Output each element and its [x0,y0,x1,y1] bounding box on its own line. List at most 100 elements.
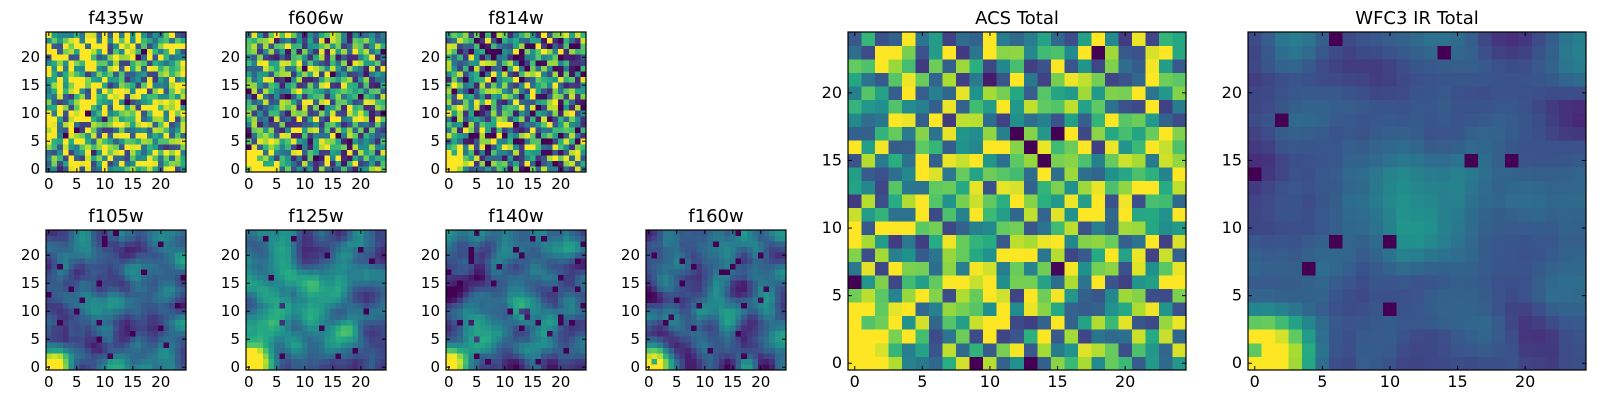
heatmap-cell [146,82,153,89]
heatmap-cell [51,353,58,360]
heatmap-cell [446,132,452,139]
heatmap-cell [341,235,348,242]
heatmap-cell [141,82,148,89]
heatmap-cell [246,342,252,348]
heatmap-cell [707,269,714,276]
heatmap-cell [363,155,370,162]
heatmap-cell [62,43,69,50]
heatmap-cell [574,347,581,354]
heatmap-cell [657,342,664,348]
heatmap-cell [251,314,258,320]
heatmap-cell [530,88,536,94]
heatmap-cell [746,302,753,309]
heatmap-cell [324,32,331,38]
heatmap-cell [268,297,275,304]
heatmap-cell [107,121,114,128]
heatmap-cell [668,280,675,287]
heatmap-cell [369,258,376,264]
heatmap-cell [363,353,370,360]
heatmap-cell [490,330,497,337]
heatmap-cell [90,65,97,72]
heatmap-cell [313,246,320,253]
heatmap-cell [307,149,314,156]
heatmap-cell [380,291,387,298]
heatmap-cell [358,358,364,365]
heatmap-cell [352,246,359,253]
heatmap-cell [107,302,114,309]
x-tick-label: 5 [272,175,282,193]
heatmap-cell [251,325,258,332]
heatmap-cell [451,342,458,348]
heatmap-cell [502,144,508,150]
heatmap-cell [113,336,120,343]
heatmap-cell [135,127,142,134]
heatmap-cell [915,288,930,303]
heatmap-cell [257,297,264,304]
heatmap-cell [657,269,664,276]
heatmap-cell [462,99,469,106]
heatmap-cell [85,297,92,304]
heatmap-cell [535,166,542,173]
heatmap-cell [113,302,120,309]
heatmap-cell [169,347,176,354]
heatmap-cell [530,132,536,139]
heatmap-cell [451,353,458,360]
heatmap-cell [457,37,464,44]
heatmap-cell [969,194,984,209]
y-tick-label: 10 [221,302,240,320]
heatmap-cell [374,93,381,100]
heatmap-cell [113,82,120,89]
heatmap-cell [102,138,108,145]
heatmap-cell [563,364,570,371]
heatmap-cell [257,291,264,298]
heatmap-cell [90,104,97,111]
heatmap-cell [262,358,269,365]
heatmap-cell [335,155,342,162]
heatmap-cell [1064,261,1079,276]
heatmap-cell [290,93,297,100]
heatmap-cell [251,160,258,167]
heatmap-cell [313,60,320,66]
heatmap-cell [169,319,176,326]
heatmap-cell [769,314,776,320]
heatmap-cell [535,319,542,326]
heatmap-cell [746,246,753,253]
heatmap-cell [335,116,342,122]
heatmap-cell [290,160,297,167]
heatmap-cell [479,54,486,61]
heatmap-cell [302,110,308,117]
heatmap-cell [335,230,342,236]
heatmap-cell [530,353,536,360]
heatmap-cell [124,76,131,83]
heatmap-cell [535,121,542,128]
heatmap-cell [485,347,492,354]
heatmap-cell [163,76,170,83]
heatmap-cell [662,336,669,343]
heatmap-cell [96,274,103,281]
heatmap-cell [563,138,570,145]
heatmap-cell [535,314,542,320]
heatmap-cell [130,76,136,83]
heatmap-cell [983,329,998,344]
heatmap-cell [1050,194,1065,209]
heatmap-cell [580,155,587,162]
heatmap-cell [174,166,181,173]
heatmap-cell [502,274,508,281]
heatmap-cell [657,347,664,354]
heatmap-cell [352,252,359,259]
heatmap-cell [257,110,264,117]
x-tick-label: 20 [551,373,570,391]
heatmap-cell [530,76,536,83]
heatmap-cell [274,99,280,106]
heatmap-cell [1158,248,1173,263]
heatmap-cell [558,37,564,44]
heatmap-cell [552,116,559,122]
heatmap-cell [569,60,576,66]
heatmap-cell [485,71,492,78]
heatmap-cell [563,65,570,72]
heatmap-cell [474,48,480,55]
heatmap-cell [462,71,469,78]
heatmap-cell [485,252,492,259]
heatmap-cell [124,314,131,320]
heatmap-cell [1158,288,1173,303]
